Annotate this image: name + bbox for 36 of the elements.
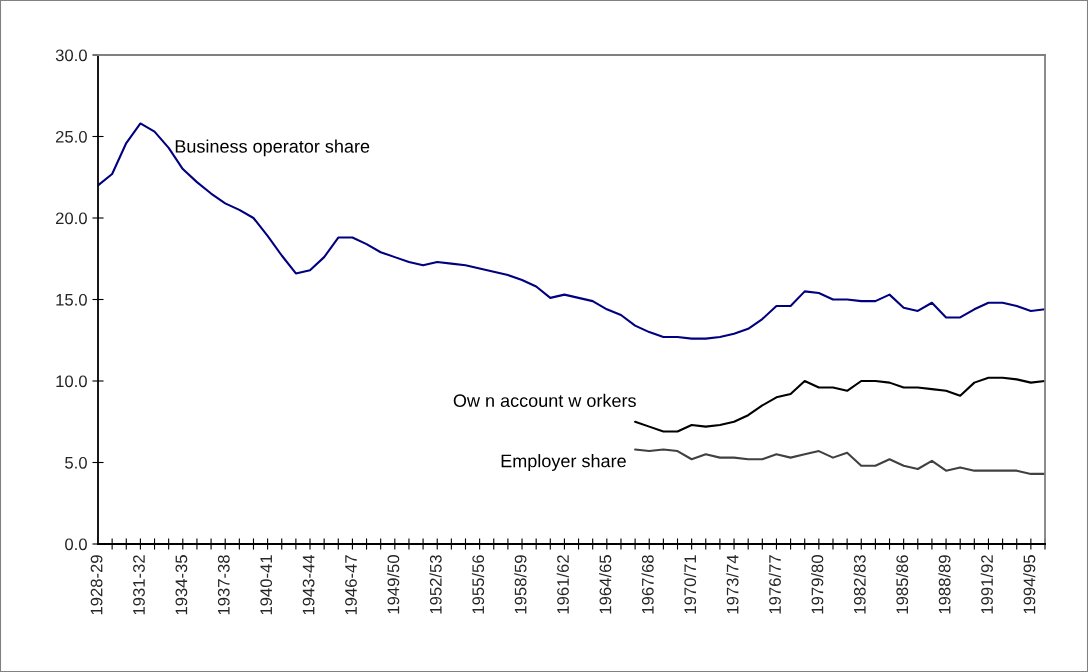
x-tick-label: 1958/59 (514, 555, 527, 614)
x-tick-label: 1985/86 (895, 555, 909, 614)
x-tick-label: 1949/50 (387, 555, 400, 614)
x-tick-label: 1988/89 (938, 555, 951, 614)
series-label: Employer share (501, 454, 626, 471)
x-tick-label: 1970/71 (683, 555, 697, 614)
x-tick-label: 1955/56 (471, 555, 485, 614)
x-tick-label: 1952/53 (429, 555, 442, 614)
x-tick-label: 1979/80 (811, 555, 824, 614)
series-label: Ow n account w orkers (453, 393, 636, 408)
x-tick-label: 1940-41 (260, 555, 273, 615)
x-tick-label: 1934-35 (175, 555, 188, 615)
x-tick-label: 1961/62 (556, 555, 569, 614)
x-tick-label: 1943-44 (302, 554, 315, 615)
y-tick-label: 15.0 (56, 293, 87, 306)
series-label: Business operator share (175, 139, 370, 157)
x-tick-label: 1928-29 (90, 555, 103, 615)
x-tick-label: 1991/92 (980, 555, 993, 614)
y-tick-label: 5.0 (65, 456, 87, 469)
line-series (98, 122, 1045, 340)
x-tick-label: 1967/68 (641, 555, 654, 614)
y-tick-label: 25.0 (55, 130, 87, 143)
y-tick-label: 0.0 (65, 538, 87, 551)
y-tick-label: 30.0 (55, 49, 87, 62)
x-tick-label: 1973/74 (726, 554, 739, 614)
line-series (634, 376, 1045, 433)
y-tick-label: 20.0 (55, 212, 87, 225)
x-tick-label: 1931-32 (133, 555, 145, 615)
x-tick-label: 1994/95 (1023, 555, 1036, 614)
y-tick-label: 10.0 (56, 375, 87, 388)
x-tick-label: 1964/65 (599, 555, 612, 614)
x-tick-label: 1946-47 (345, 555, 357, 615)
x-tick-label: 1937-38 (217, 555, 230, 615)
line-series (634, 448, 1045, 475)
x-tick-label: 1982/83 (853, 555, 866, 614)
x-tick-label: 1976/77 (768, 555, 781, 614)
